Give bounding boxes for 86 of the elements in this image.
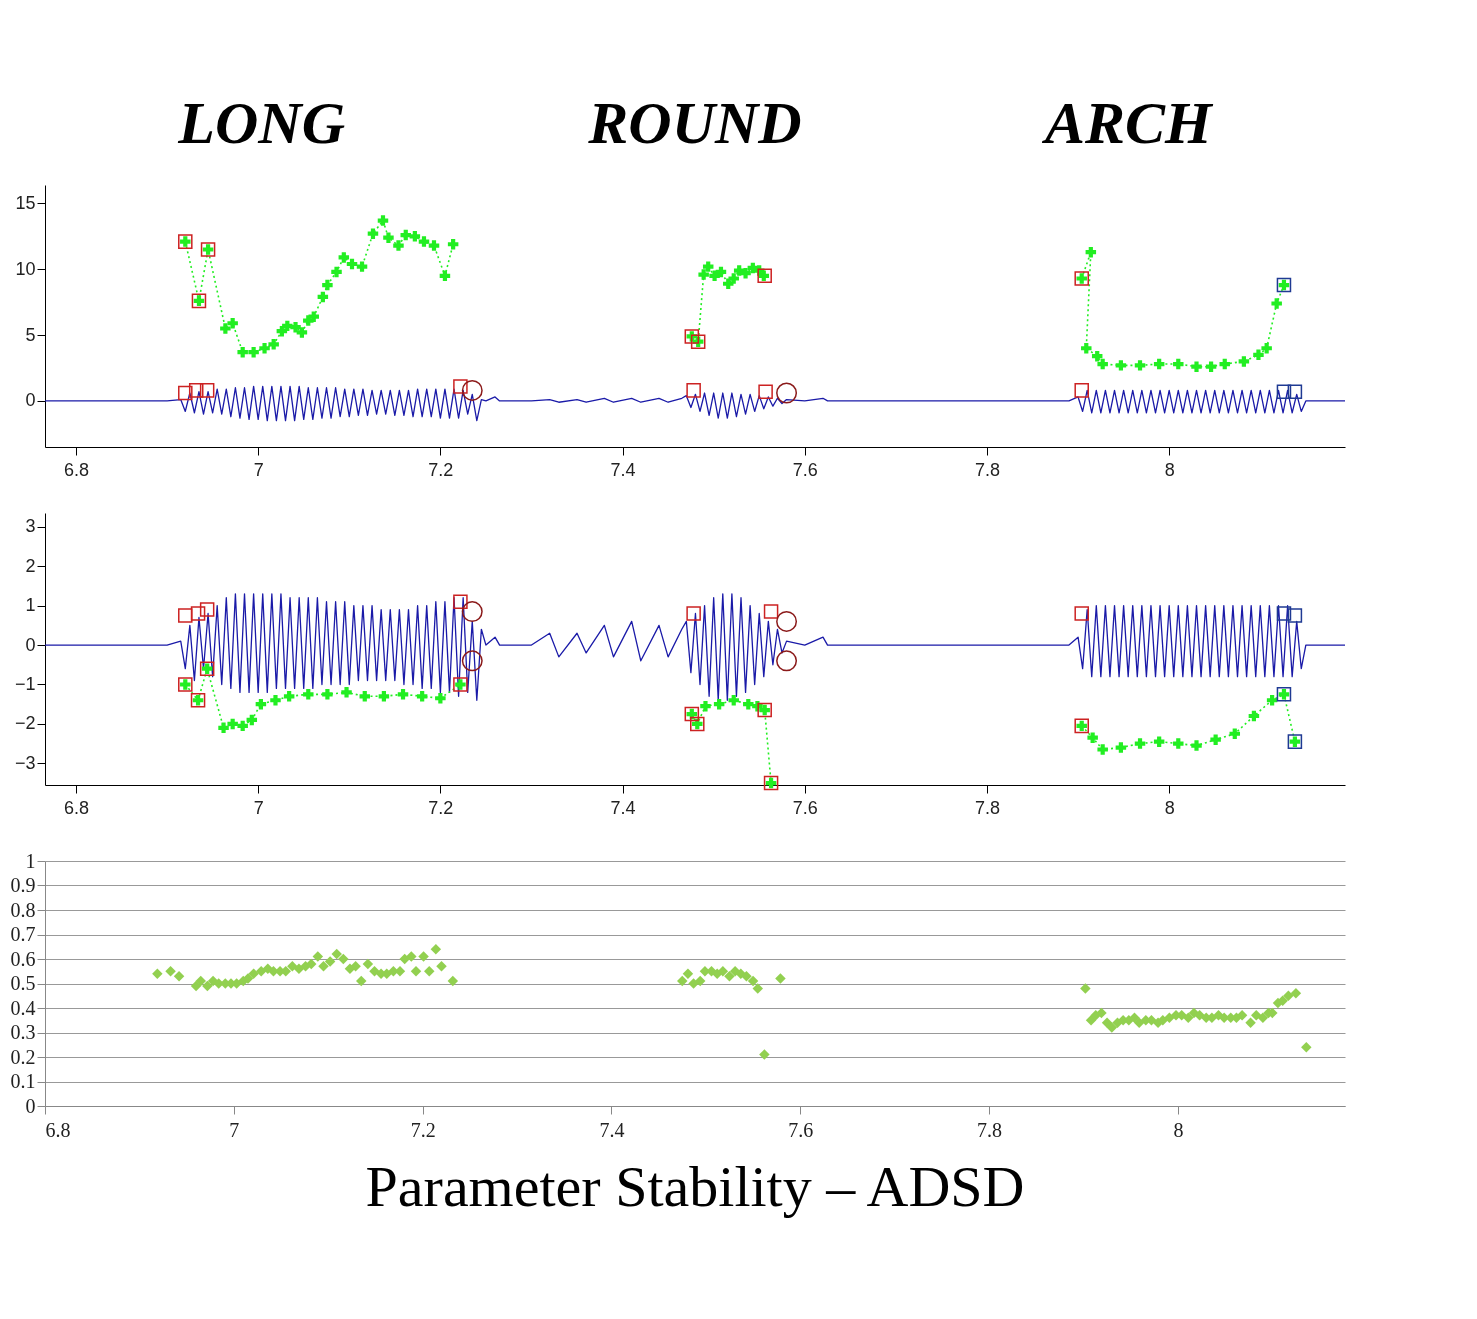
x-tick-label: 7	[229, 1118, 240, 1141]
y-tick-label: 0.2	[10, 1045, 36, 1068]
x-tick-label: 7.4	[610, 459, 636, 480]
y-tick-label: 0.6	[10, 947, 36, 970]
point	[378, 691, 390, 702]
point	[218, 722, 229, 734]
y-tick-label: 15	[15, 192, 36, 213]
x-tick-label: 7	[253, 459, 264, 480]
point	[255, 698, 267, 710]
x-tick-label: 7.4	[610, 797, 636, 818]
point	[199, 602, 215, 617]
y-tick-label: 0.7	[10, 923, 36, 945]
point	[461, 601, 483, 623]
y-tick-label: 0	[25, 1094, 36, 1117]
y-tick-label: 0.3	[10, 1021, 36, 1043]
point	[1074, 606, 1089, 621]
point	[686, 606, 701, 621]
point	[1276, 384, 1292, 399]
point	[453, 594, 468, 609]
y-tick-label: 0	[25, 634, 36, 655]
x-tick-label: 7	[253, 797, 264, 818]
point	[461, 650, 483, 672]
x-tick-label: 7.6	[792, 797, 818, 818]
point	[283, 691, 295, 702]
point	[178, 385, 193, 401]
point	[763, 604, 779, 619]
x-tick-label: 6.8	[45, 1118, 71, 1141]
point	[237, 720, 248, 732]
point	[303, 689, 314, 700]
y-tick-label: 0.1	[10, 1070, 36, 1092]
point	[322, 689, 333, 700]
y-tick-label: 10	[15, 258, 36, 279]
y-tick-label: 5	[25, 324, 36, 345]
point	[453, 379, 468, 394]
x-tick-label: 7.2	[410, 1118, 436, 1141]
y-tick-label: 0.4	[10, 996, 36, 1019]
point	[1287, 608, 1303, 623]
text: ARCH	[1040, 90, 1215, 156]
point	[178, 608, 193, 623]
y-tick-label: 0	[25, 390, 36, 411]
x-tick-label: 7.2	[428, 459, 454, 480]
x-tick-label: 7.8	[974, 797, 1000, 818]
y-tick-label: −2	[14, 713, 36, 734]
text: LONG	[177, 90, 345, 156]
text: ROUND	[587, 90, 802, 156]
y-tick-label: 0.5	[10, 972, 36, 994]
point	[1287, 384, 1303, 399]
point	[397, 689, 409, 700]
y-tick-label: 1	[25, 849, 36, 872]
x-tick-label: 7.4	[599, 1118, 625, 1141]
y-tick-label: 0.9	[10, 874, 36, 896]
point	[227, 718, 238, 730]
point	[435, 693, 446, 704]
x-tick-label: 7.6	[788, 1118, 814, 1141]
point	[776, 650, 798, 672]
y-tick-label: 0.8	[10, 898, 36, 921]
point	[246, 714, 258, 726]
x-tick-label: 8	[1173, 1118, 1184, 1141]
y-tick-label: 2	[25, 555, 36, 576]
point	[1074, 383, 1089, 398]
point	[776, 610, 798, 632]
y-tick-label: 1	[25, 595, 36, 616]
point	[686, 383, 701, 398]
y-tick-label: −1	[14, 673, 36, 694]
point	[341, 687, 352, 698]
point	[416, 691, 428, 702]
y-tick-label: −3	[14, 752, 36, 773]
point	[199, 383, 215, 398]
x-tick-label: 7.2	[428, 797, 454, 818]
x-tick-label: 6.8	[63, 797, 89, 818]
point	[1276, 606, 1292, 621]
text: Parameter Stability – ADSD	[365, 1154, 1025, 1219]
x-tick-label: 8	[1164, 797, 1175, 818]
point	[776, 382, 798, 404]
point	[359, 691, 371, 702]
point	[188, 383, 204, 398]
x-tick-label: 7.8	[977, 1118, 1003, 1141]
y-tick-label: 3	[25, 516, 36, 537]
x-tick-label: 7.8	[974, 459, 1000, 480]
x-tick-label: 6.8	[63, 459, 89, 480]
point	[270, 695, 281, 706]
x-tick-label: 8	[1164, 459, 1175, 480]
point	[190, 606, 206, 621]
x-tick-label: 7.6	[792, 459, 818, 480]
point	[758, 384, 773, 399]
point	[461, 379, 483, 401]
